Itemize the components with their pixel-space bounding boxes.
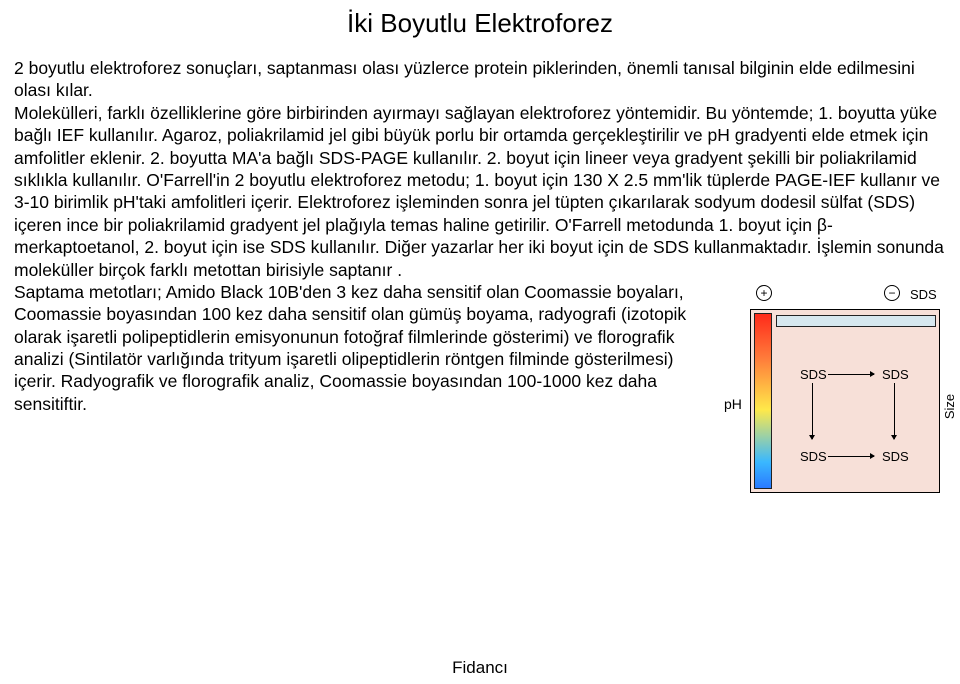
size-axis-label: Size: [942, 394, 957, 419]
paragraph-3: Saptama metotları; Amido Black 10B'den 3…: [14, 281, 712, 415]
paragraph-2: Molekülleri, farklı özelliklerine göre b…: [14, 102, 946, 281]
page-title: İki Boyutlu Elektroforez: [0, 0, 960, 57]
sds-top-label: SDS: [910, 287, 937, 302]
minus-sign-icon: −: [884, 285, 900, 301]
content-area: 2 boyutlu elektroforez sonuçları, saptan…: [0, 57, 960, 499]
gel-background: [750, 309, 940, 493]
ph-axis-label: pH: [724, 396, 742, 412]
arrow-icon: [894, 383, 895, 439]
sds-cell-label: SDS: [800, 367, 827, 382]
electrophoresis-diagram: + − SDS pH SDS SDS SDS SDS Size: [720, 281, 946, 499]
sds-cell-label: SDS: [882, 367, 909, 382]
arrow-icon: [828, 456, 874, 457]
paragraph-1: 2 boyutlu elektroforez sonuçları, saptan…: [14, 57, 946, 102]
sds-cell-label: SDS: [800, 449, 827, 464]
sds-cell-label: SDS: [882, 449, 909, 464]
footer-text: Fidancı: [0, 658, 960, 678]
ief-strip: [754, 313, 772, 489]
arrow-icon: [828, 374, 874, 375]
bottom-row: Saptama metotları; Amido Black 10B'den 3…: [14, 281, 946, 499]
sds-strip-top: [776, 315, 936, 327]
arrow-icon: [812, 383, 813, 439]
plus-sign-icon: +: [756, 285, 772, 301]
